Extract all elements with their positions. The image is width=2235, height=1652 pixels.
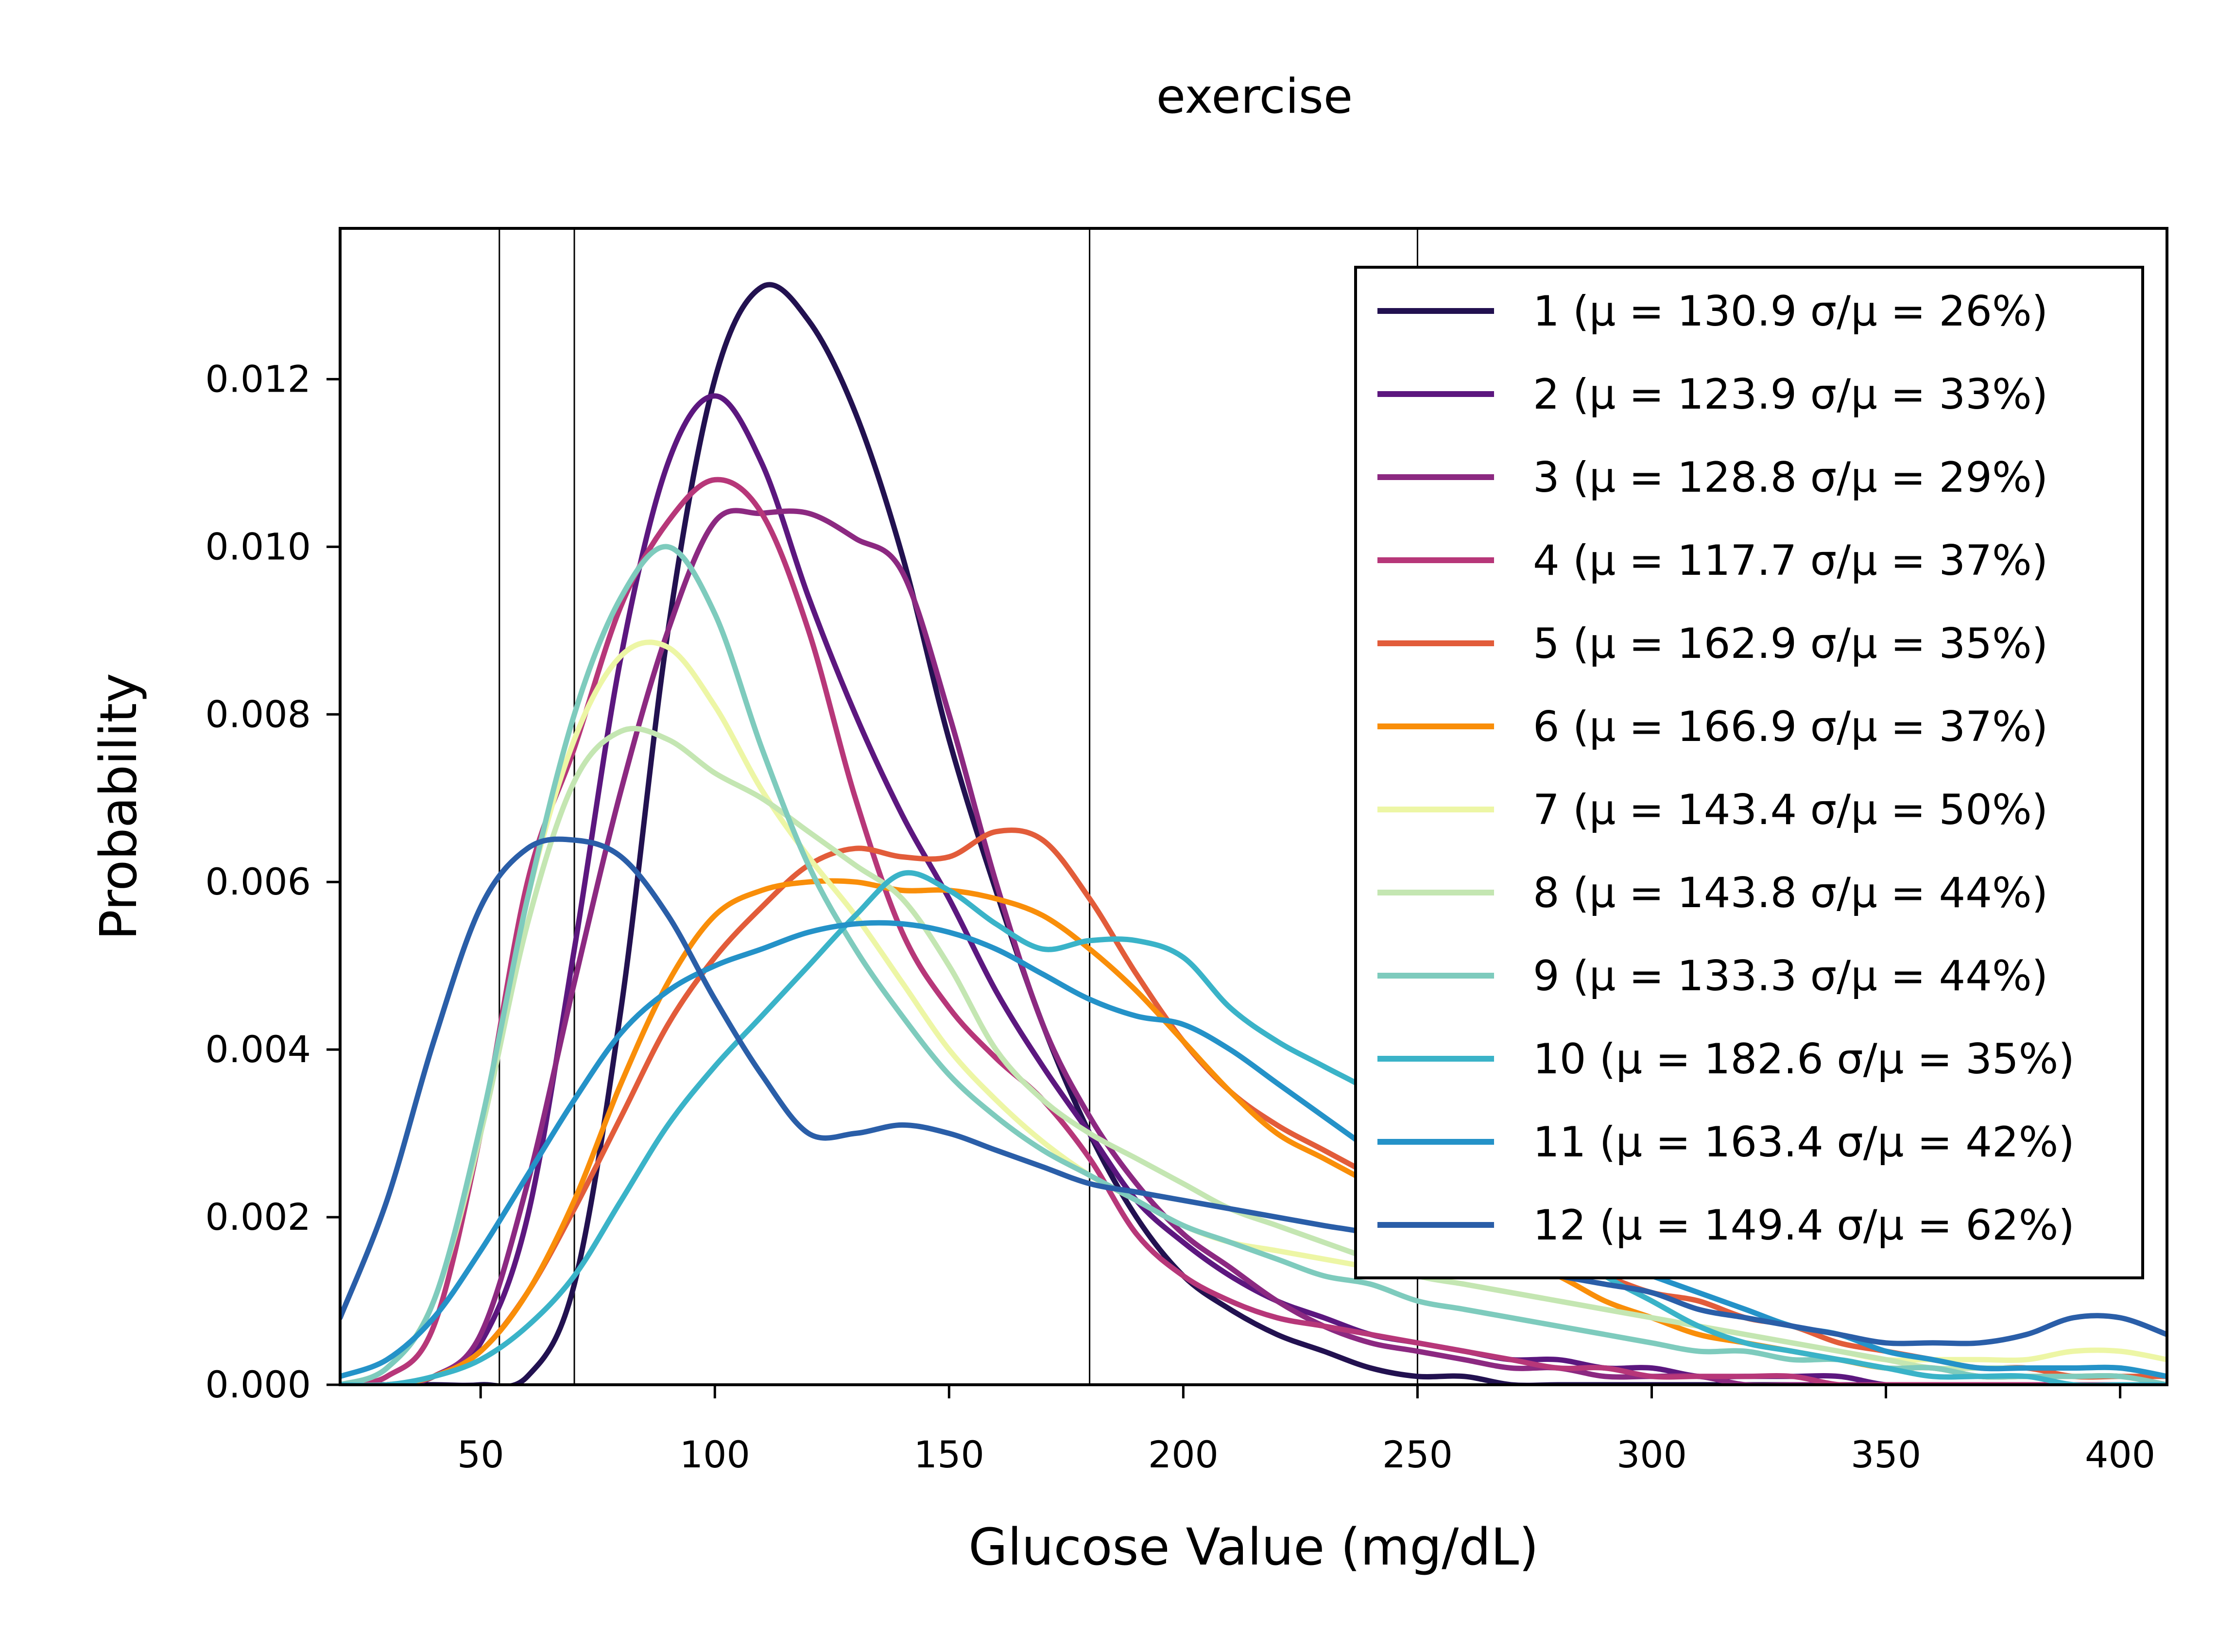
x-axis: 50 100 150 200 250 300 350 400: [457, 1385, 2155, 1476]
y-axis-label: Probability: [89, 673, 148, 940]
series-line-12: [340, 836, 2167, 1346]
chart-title: exercise: [1156, 69, 1353, 124]
legend-label-7: 7 (μ = 143.4 σ/μ = 50%): [1533, 786, 2048, 834]
x-tick-label: 400: [2085, 1433, 2155, 1476]
y-tick-label: 0.004: [205, 1028, 311, 1071]
series-line-4: [340, 477, 2167, 1385]
series-line-10: [340, 870, 2167, 1385]
series-lines: [340, 282, 2167, 1385]
legend-label-11: 11 (μ = 163.4 σ/μ = 42%): [1533, 1118, 2075, 1167]
x-tick-label: 100: [680, 1433, 750, 1476]
y-tick-label: 0.002: [205, 1195, 311, 1239]
x-tick-label: 250: [1382, 1433, 1453, 1476]
x-tick-label: 350: [1851, 1433, 1921, 1476]
legend-box: [1354, 266, 2144, 1279]
series-line-3: [340, 508, 2167, 1385]
legend-label-1: 1 (μ = 130.9 σ/μ = 26%): [1533, 287, 2048, 336]
legend-label-12: 12 (μ = 149.4 σ/μ = 62%): [1533, 1201, 2075, 1250]
y-tick-label: 0.010: [205, 525, 311, 568]
legend-label-4: 4 (μ = 117.7 σ/μ = 37%): [1533, 536, 2048, 585]
y-tick-label: 0.006: [205, 860, 311, 903]
x-tick-label: 200: [1148, 1433, 1219, 1476]
legend: 1 (μ = 130.9 σ/μ = 26%) 2 (μ = 123.9 σ/μ …: [1354, 266, 2144, 1279]
x-tick-label: 50: [457, 1433, 504, 1476]
series-line-8: [340, 725, 2167, 1385]
plot-frame: [339, 227, 2168, 1386]
series-line-1: [340, 282, 2167, 1385]
legend-label-9: 9 (μ = 133.3 σ/μ = 44%): [1533, 952, 2048, 1000]
x-tick-label: 300: [1616, 1433, 1687, 1476]
legend-label-2: 2 (μ = 123.9 σ/μ = 33%): [1533, 370, 2048, 419]
y-tick-label: 0.000: [205, 1363, 311, 1406]
x-tick-label: 150: [914, 1433, 984, 1476]
legend-label-10: 10 (μ = 182.6 σ/μ = 35%): [1533, 1035, 2075, 1084]
legend-entries: 1 (μ = 130.9 σ/μ = 26%) 2 (μ = 123.9 σ/μ …: [1377, 287, 2075, 1250]
y-tick-label: 0.008: [205, 692, 311, 736]
plot-area: [339, 227, 2168, 1386]
legend-label-3: 3 (μ = 128.8 σ/μ = 29%): [1533, 453, 2048, 502]
y-axis: 0.000 0.002 0.004 0.006 0.008 0.010 0.012: [205, 357, 340, 1406]
legend-label-6: 6 (μ = 166.9 σ/μ = 37%): [1533, 703, 2048, 751]
x-axis-label: Glucose Value (mg/dL): [968, 1517, 1539, 1577]
series-line-9: [340, 544, 2167, 1385]
legend-label-5: 5 (μ = 162.9 σ/μ = 35%): [1533, 620, 2048, 668]
legend-label-8: 8 (μ = 143.8 σ/μ = 44%): [1533, 869, 2048, 917]
y-tick-label: 0.012: [205, 357, 311, 400]
